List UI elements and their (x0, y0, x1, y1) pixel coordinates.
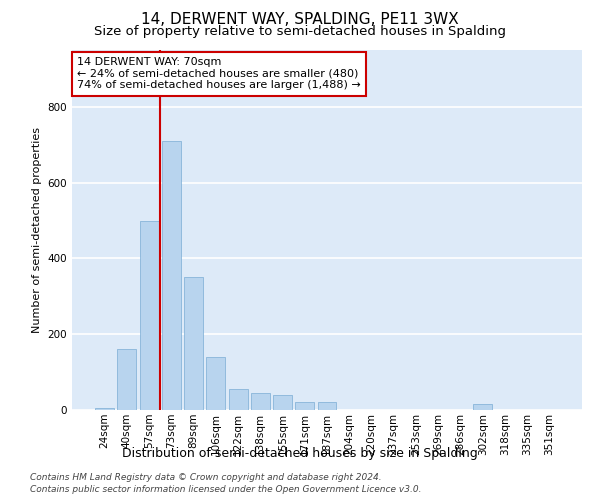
Text: Distribution of semi-detached houses by size in Spalding: Distribution of semi-detached houses by … (122, 448, 478, 460)
Bar (206, 357, 225, 410)
Bar (273, 395, 292, 410)
Bar (251, 393, 270, 410)
Bar (317, 402, 337, 410)
Text: Size of property relative to semi-detached houses in Spalding: Size of property relative to semi-detach… (94, 25, 506, 38)
Text: Contains public sector information licensed under the Open Government Licence v3: Contains public sector information licen… (30, 485, 421, 494)
Text: Contains HM Land Registry data © Crown copyright and database right 2024.: Contains HM Land Registry data © Crown c… (30, 472, 382, 482)
Text: 14, DERWENT WAY, SPALDING, PE11 3WX: 14, DERWENT WAY, SPALDING, PE11 3WX (141, 12, 459, 28)
Bar (162, 141, 181, 410)
Bar (184, 278, 203, 410)
Bar (473, 404, 492, 410)
Bar (95, 408, 114, 410)
Bar (229, 389, 248, 410)
Bar (118, 350, 136, 410)
Text: 14 DERWENT WAY: 70sqm
← 24% of semi-detached houses are smaller (480)
74% of sem: 14 DERWENT WAY: 70sqm ← 24% of semi-deta… (77, 57, 361, 90)
Bar (140, 220, 158, 410)
Y-axis label: Number of semi-detached properties: Number of semi-detached properties (32, 127, 42, 333)
Bar (295, 402, 314, 410)
